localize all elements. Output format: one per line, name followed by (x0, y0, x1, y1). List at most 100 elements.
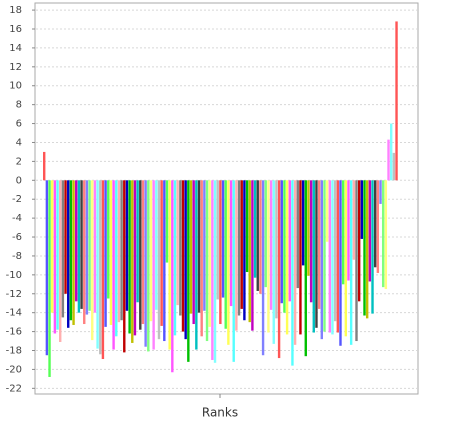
bar (229, 180, 233, 307)
x-axis-label: Ranks (202, 406, 238, 420)
bar (267, 180, 270, 333)
bar (317, 180, 321, 309)
bar (213, 180, 217, 363)
bar (248, 180, 251, 323)
bar (291, 180, 294, 366)
bar (360, 180, 364, 239)
bar (379, 180, 382, 204)
bar (85, 180, 89, 315)
bar (43, 151, 46, 181)
bar (163, 180, 166, 342)
bar (232, 180, 235, 362)
bar (288, 180, 291, 302)
bar (205, 180, 209, 342)
bar (72, 180, 75, 325)
y-tick-label: -22 (6, 383, 22, 394)
bar (149, 180, 153, 322)
bar (283, 180, 286, 313)
y-tick-label: 12 (9, 62, 22, 73)
bar (117, 180, 121, 323)
bar (67, 180, 70, 328)
y-tick-label: 6 (16, 119, 22, 130)
bar (371, 180, 374, 314)
bar (59, 180, 62, 342)
bar (389, 123, 393, 181)
bar (101, 180, 105, 360)
bar (325, 180, 329, 242)
bar (155, 180, 158, 310)
bar (264, 180, 267, 288)
bar (115, 180, 118, 337)
bar (181, 180, 185, 332)
bar (211, 180, 214, 360)
bar (144, 180, 147, 347)
bar (237, 180, 241, 316)
bar (109, 180, 113, 325)
bar (373, 180, 377, 268)
y-tick-label: -12 (6, 289, 22, 300)
y-tick-label: -8 (12, 251, 22, 262)
bar (240, 180, 243, 309)
bar (280, 180, 283, 304)
bar (224, 180, 227, 329)
bar (365, 180, 369, 319)
y-tick-label: -2 (12, 194, 22, 205)
bar (171, 180, 174, 373)
bar (387, 139, 390, 181)
bar (48, 180, 51, 377)
bar (336, 180, 340, 333)
bar (227, 180, 230, 345)
bar (69, 180, 73, 321)
bar (93, 180, 97, 313)
bar (341, 180, 345, 285)
bar (221, 180, 225, 298)
bar (344, 180, 348, 337)
bar (299, 180, 302, 335)
bar (320, 180, 323, 340)
bar (80, 180, 83, 309)
bar (128, 180, 131, 334)
bar (56, 180, 59, 330)
bar (131, 180, 134, 343)
bar (184, 180, 187, 340)
bar (157, 180, 161, 340)
bar (243, 180, 246, 321)
y-tick-label: -10 (6, 270, 22, 281)
bar (331, 180, 334, 335)
bar (376, 180, 380, 273)
bar (91, 180, 94, 341)
bar (165, 180, 169, 263)
bar (125, 180, 129, 311)
bar (136, 180, 139, 303)
y-tick-label: -14 (6, 308, 22, 319)
bar (112, 180, 115, 350)
bar (51, 180, 54, 313)
bar (312, 180, 315, 333)
bar (277, 180, 281, 359)
bar (53, 180, 57, 334)
bar (333, 180, 337, 322)
bar (363, 180, 366, 316)
bar (304, 180, 307, 357)
bar (272, 180, 275, 344)
bar (355, 180, 358, 342)
bar (235, 180, 238, 331)
bar (381, 180, 385, 288)
y-tick-label: 14 (9, 43, 22, 54)
y-tick-label: 0 (16, 175, 22, 186)
bar (120, 180, 123, 321)
bar (197, 180, 201, 313)
bar (259, 180, 262, 294)
bar (203, 180, 206, 311)
bar (339, 180, 342, 346)
y-tick-label: -6 (12, 232, 22, 243)
bar (269, 180, 273, 310)
bar (200, 180, 203, 337)
bar (392, 152, 396, 181)
bar (315, 180, 318, 328)
bar (123, 180, 126, 353)
bar (395, 21, 398, 181)
bar (301, 180, 305, 266)
bar (251, 180, 254, 331)
